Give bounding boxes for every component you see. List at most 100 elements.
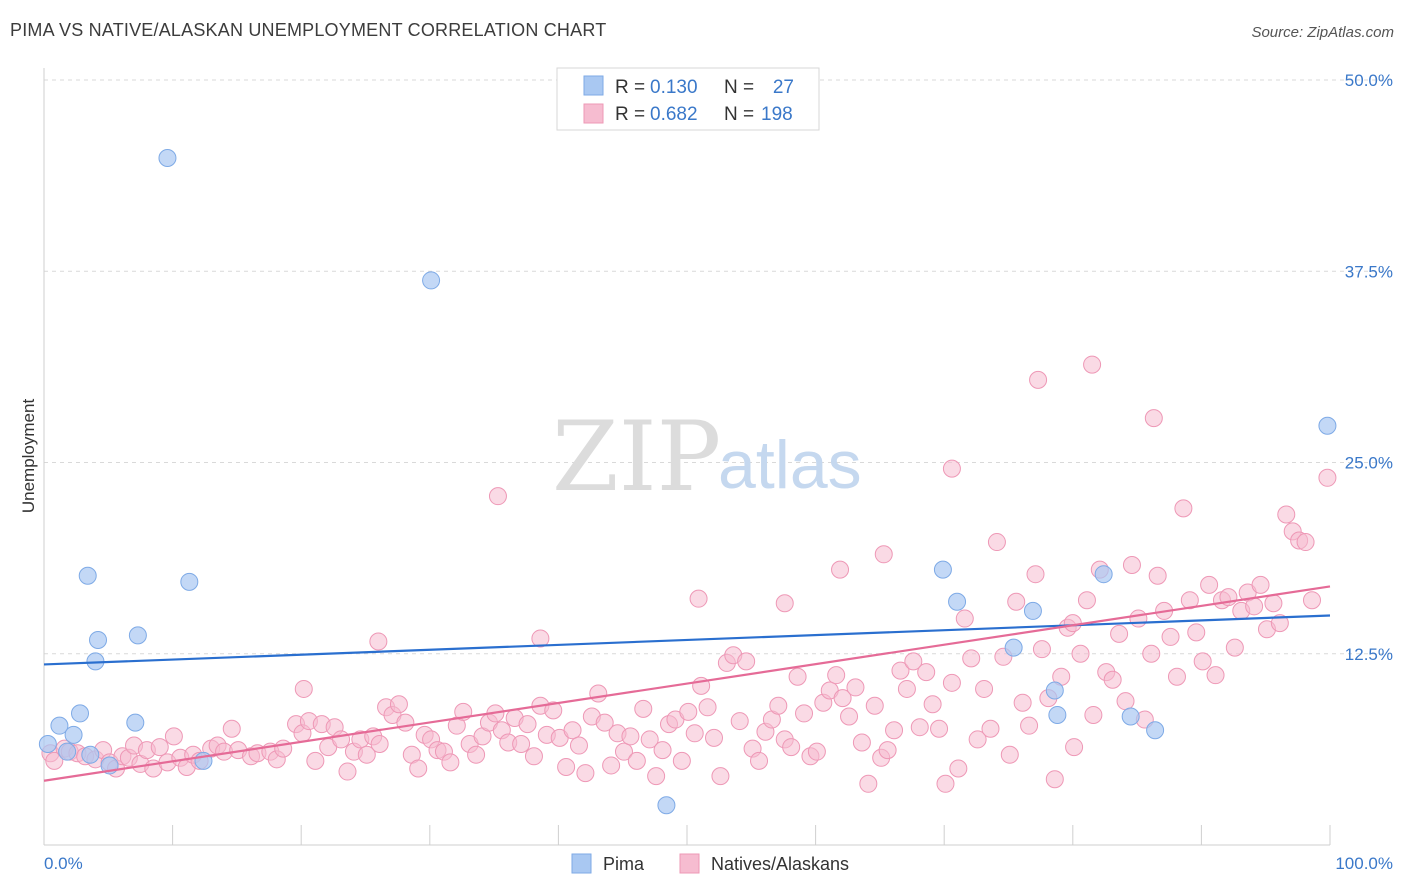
natives-point [1245, 597, 1264, 616]
natives-point [1142, 644, 1161, 663]
bottom-legend-swatch-natives [679, 853, 700, 874]
legend: R = 0.130 N = 27 R = 0.682 N = 198 [556, 67, 820, 131]
natives-point [750, 751, 769, 770]
natives-point [1084, 705, 1103, 724]
natives-point [775, 594, 794, 613]
natives-point [923, 695, 942, 714]
natives-point [833, 689, 852, 708]
pima-point [50, 716, 69, 735]
y-tick-label: 12.5% [1345, 645, 1393, 664]
x-axis-ticks [43, 825, 1331, 845]
natives-point [679, 702, 698, 721]
natives-point [1071, 644, 1090, 663]
legend-r-value-natives: 0.682 [650, 104, 698, 125]
pima-point [1121, 707, 1140, 726]
natives-point [936, 774, 955, 793]
y-tick-label: 37.5% [1345, 262, 1393, 281]
bottom-legend: Pima Natives/Alaskans [571, 853, 849, 874]
natives-point [357, 745, 376, 764]
y-tick-label: 25.0% [1345, 454, 1393, 473]
natives-point [769, 696, 788, 715]
natives-point [930, 719, 949, 738]
source-label: Source: ZipAtlas.com [1251, 24, 1394, 41]
natives-point [1122, 556, 1141, 575]
pima-point [933, 560, 952, 579]
natives-point [846, 678, 865, 697]
natives-point [396, 713, 415, 732]
natives-point [1103, 670, 1122, 689]
natives-point [885, 721, 904, 740]
natives-points [41, 355, 1337, 793]
pima-point [948, 592, 967, 611]
natives-point [685, 724, 704, 743]
bottom-legend-label-natives: Natives/Alaskans [711, 854, 849, 874]
pima-point [128, 626, 147, 645]
natives-point [1187, 623, 1206, 642]
natives-point [897, 679, 916, 698]
natives-point [878, 741, 897, 760]
natives-point [640, 730, 659, 749]
natives-point [370, 735, 389, 754]
natives-point [865, 696, 884, 715]
natives-point [1251, 575, 1270, 594]
natives-point [1077, 591, 1096, 610]
natives-point [1193, 652, 1212, 671]
natives-point [981, 719, 1000, 738]
pima-point [1146, 721, 1165, 740]
natives-point [949, 759, 968, 778]
natives-point [595, 713, 614, 732]
natives-point [962, 649, 981, 668]
natives-point [1206, 666, 1225, 685]
natives-point [840, 707, 859, 726]
natives-point [647, 767, 666, 786]
natives-point [306, 751, 325, 770]
natives-trend-line [43, 585, 1331, 782]
natives-point [338, 762, 357, 781]
pima-point [1318, 416, 1337, 435]
natives-point [852, 733, 871, 752]
natives-point [441, 753, 460, 772]
pima-point [64, 725, 83, 744]
natives-point [942, 459, 961, 478]
legend-n-label-pima: N = [724, 77, 754, 98]
chart-title: PIMA VS NATIVE/ALASKAN UNEMPLOYMENT CORR… [10, 20, 607, 40]
legend-n-label-natives: N = [724, 104, 754, 125]
natives-point [689, 589, 708, 608]
natives-point [807, 742, 826, 761]
natives-point [1318, 468, 1337, 487]
pima-point [180, 572, 199, 591]
natives-point [874, 545, 893, 564]
natives-point [955, 609, 974, 628]
pima-point [1023, 601, 1042, 620]
natives-point [518, 715, 537, 734]
natives-point [524, 747, 543, 766]
natives-point [1161, 627, 1180, 646]
legend-swatch-natives [583, 103, 604, 124]
natives-point [1110, 624, 1129, 643]
natives-point [164, 727, 183, 746]
natives-point [904, 652, 923, 671]
legend-swatch-pima [583, 75, 604, 96]
natives-point [859, 774, 878, 793]
pima-point [78, 566, 97, 585]
natives-point [672, 751, 691, 770]
natives-point [1026, 565, 1045, 584]
natives-point [634, 699, 653, 718]
natives-point [1144, 409, 1163, 428]
natives-point [1167, 667, 1186, 686]
natives-point [1225, 638, 1244, 657]
natives-point [488, 487, 507, 506]
natives-point [1063, 614, 1082, 633]
natives-point [788, 667, 807, 686]
pima-points [38, 149, 1337, 815]
pima-point [422, 271, 441, 290]
natives-point [975, 679, 994, 698]
pima-point [71, 704, 90, 723]
natives-point [942, 673, 961, 692]
pima-point [38, 735, 57, 754]
pima-point [1045, 681, 1064, 700]
natives-point [621, 727, 640, 746]
natives-point [45, 751, 64, 770]
natives-point [1065, 738, 1084, 757]
natives-point [1013, 693, 1032, 712]
